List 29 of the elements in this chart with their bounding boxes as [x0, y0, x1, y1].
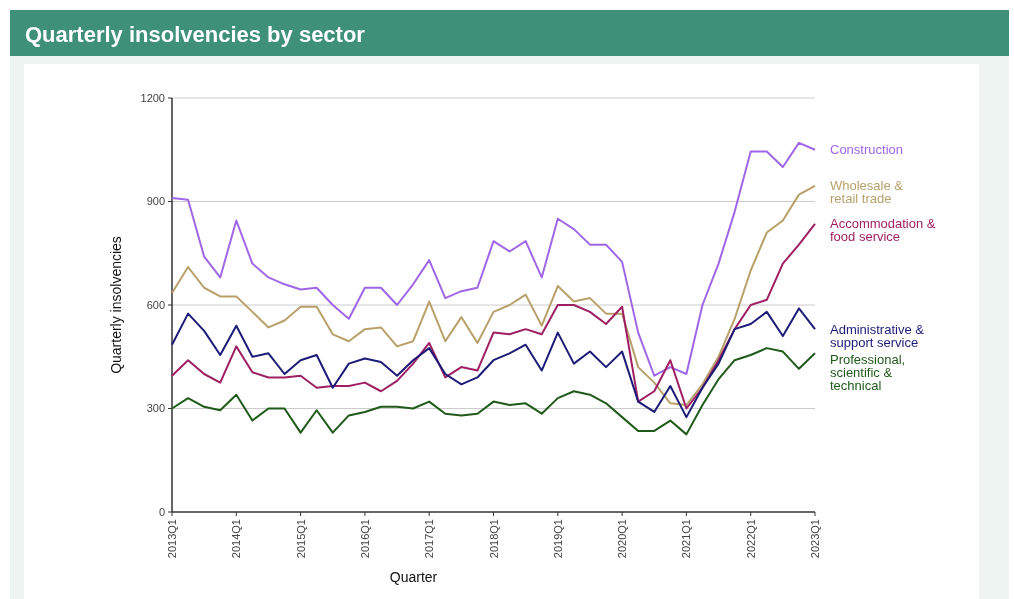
- x-tick-label: 2017Q1: [423, 519, 436, 559]
- y-tick-label: 0: [158, 505, 165, 518]
- x-axis-title: Quarter: [389, 569, 438, 585]
- line-series: [171, 141, 816, 377]
- series-label: Accommodation & food service: [830, 216, 936, 245]
- y-axis-title: Quarterly insolvencies: [108, 236, 124, 374]
- series-label: Professional, scientific & technical: [830, 351, 906, 393]
- y-tick-label: 900: [146, 195, 165, 208]
- chart-title: Quarterly insolvencies by sector: [25, 22, 366, 47]
- x-tick-label: 2015Q1: [294, 519, 307, 559]
- x-tick-label: 2016Q1: [358, 519, 371, 559]
- series-label: Wholesale & retail trade: [830, 178, 904, 207]
- x-tick-label: 2021Q1: [680, 519, 693, 559]
- x-tick-label: 2014Q1: [230, 519, 243, 559]
- y-tick-label: 300: [146, 402, 165, 415]
- y-tick-label: 1200: [140, 91, 165, 104]
- line-series: [171, 307, 816, 419]
- x-tick-label: 2023Q1: [809, 519, 821, 559]
- y-tick-label: 600: [146, 298, 165, 311]
- x-tick-label: 2020Q1: [616, 519, 629, 559]
- x-tick-label: 2022Q1: [744, 519, 757, 559]
- x-tick-label: 2013Q1: [166, 519, 178, 559]
- line-series: [171, 184, 816, 407]
- series-label: Administrative & support service: [830, 321, 925, 350]
- line-series: [171, 222, 816, 410]
- line-series: [171, 347, 816, 436]
- x-tick-label: 2018Q1: [487, 519, 500, 559]
- x-tick-label: 2019Q1: [551, 519, 564, 559]
- series-label: Construction: [830, 142, 903, 158]
